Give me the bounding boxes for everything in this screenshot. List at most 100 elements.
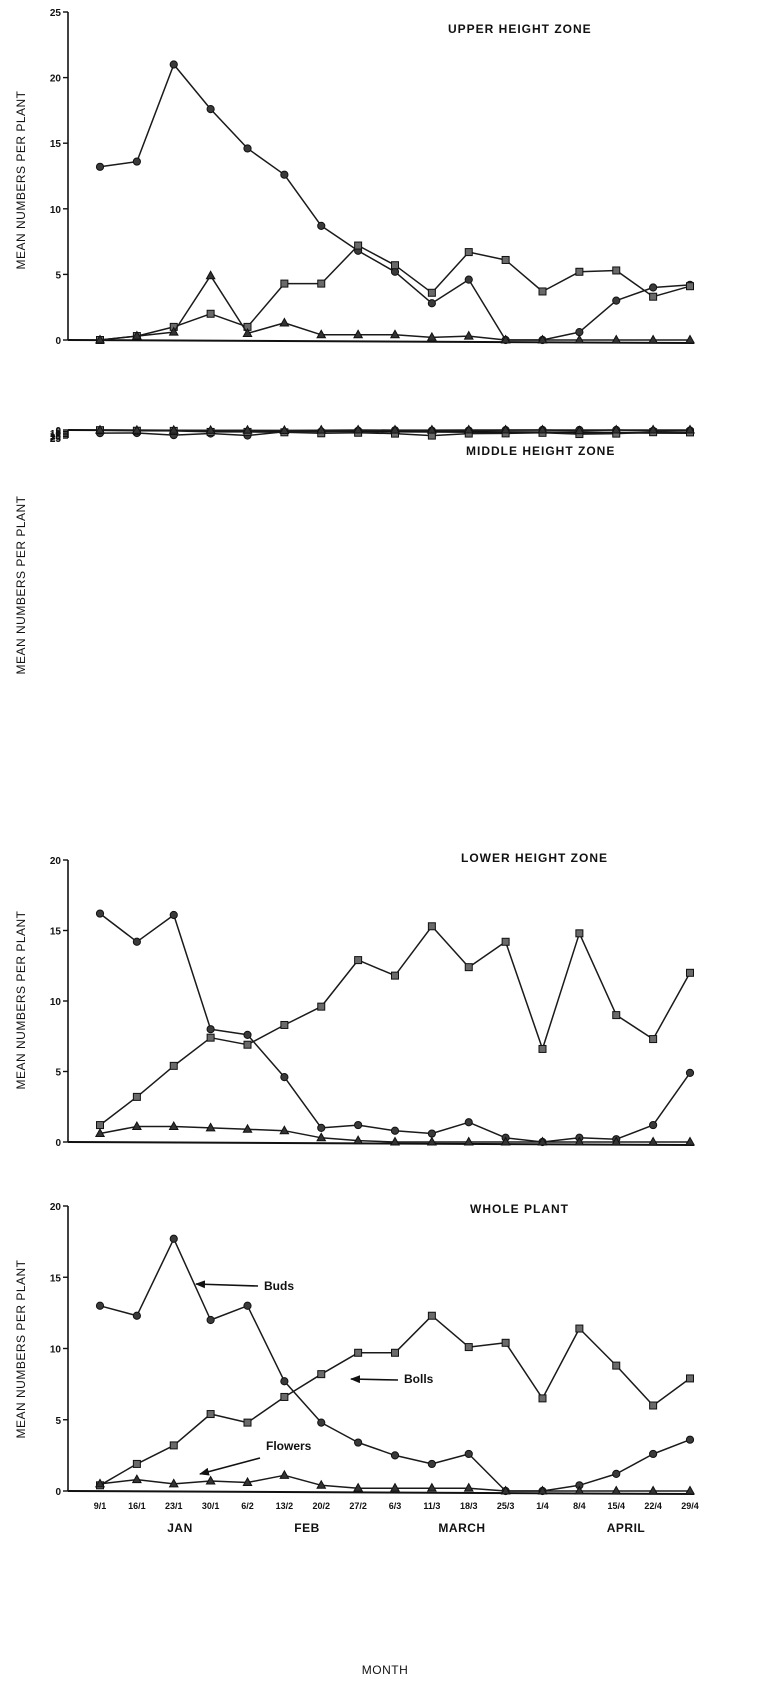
- data-point-bolls: [612, 1011, 621, 1020]
- data-point-buds: [95, 162, 105, 171]
- data-point-bolls: [391, 971, 399, 980]
- x-tick-label: 16/1: [128, 1501, 146, 1511]
- data-point-bolls: [464, 963, 473, 972]
- data-point-flowers: [463, 330, 474, 340]
- x-tick-label: 29/4: [681, 1501, 699, 1511]
- data-point-flowers: [353, 424, 364, 434]
- data-point-bolls: [169, 1441, 178, 1450]
- data-point-flowers: [205, 1122, 216, 1132]
- data-point-buds: [243, 1030, 252, 1039]
- data-point-bolls: [317, 279, 326, 288]
- x-tick-label: 1/4: [536, 1501, 549, 1511]
- data-point-flowers: [168, 1478, 179, 1488]
- data-point-flowers: [611, 334, 622, 344]
- annotation-label-bolls: Bolls: [404, 1372, 434, 1386]
- data-point-buds: [427, 1459, 436, 1469]
- data-point-flowers: [648, 1136, 659, 1146]
- data-point-buds: [685, 1068, 695, 1078]
- x-tick-label: 6/2: [241, 1501, 254, 1511]
- y-axis-label: MEAN NUMBERS PER PLANT: [14, 495, 28, 674]
- x-tick-label: 23/1: [165, 1501, 183, 1511]
- series-line-bolls: [99, 244, 691, 341]
- data-point-buds: [649, 283, 658, 292]
- data-point-flowers: [242, 424, 253, 434]
- data-point-buds: [169, 1234, 178, 1243]
- data-point-flowers: [353, 1482, 364, 1492]
- data-point-buds: [169, 910, 178, 920]
- y-tick-label: 5: [55, 1068, 61, 1079]
- data-point-flowers: [353, 329, 364, 339]
- data-point-bolls: [686, 282, 694, 291]
- data-point-flowers: [537, 334, 548, 344]
- data-point-bolls: [280, 1020, 289, 1029]
- series-line-bolls: [99, 1314, 691, 1486]
- data-point-bolls: [317, 1002, 326, 1011]
- data-point-flowers: [279, 1469, 290, 1479]
- x-tick-label: 6/3: [389, 1501, 402, 1511]
- y-tick-label: 5: [55, 428, 61, 439]
- data-point-flowers: [242, 1123, 253, 1133]
- x-tick-label: 15/4: [607, 1501, 625, 1511]
- data-point-buds: [132, 157, 141, 166]
- data-point-bolls: [649, 292, 658, 301]
- data-point-bolls: [501, 255, 510, 264]
- data-point-flowers: [684, 1136, 696, 1146]
- data-point-buds: [169, 60, 178, 69]
- x-tick-label: 30/1: [202, 1501, 220, 1511]
- data-point-buds: [317, 1123, 326, 1133]
- data-point-flowers: [684, 424, 696, 434]
- y-tick-label: 20: [50, 432, 62, 443]
- data-point-flowers: [131, 1120, 142, 1130]
- data-point-buds: [612, 1469, 621, 1479]
- chart-title: LOWER HEIGHT ZONE: [461, 851, 608, 865]
- y-tick-label: 25: [50, 434, 62, 445]
- data-point-buds: [464, 275, 473, 284]
- data-point-flowers: [316, 424, 327, 434]
- data-point-bolls: [169, 1061, 178, 1070]
- data-point-flowers: [242, 327, 253, 337]
- data-point-flowers: [279, 1125, 290, 1135]
- data-point-bolls: [391, 261, 399, 270]
- x-tick-label: 25/3: [497, 1501, 515, 1511]
- data-point-flowers: [500, 1485, 511, 1495]
- data-point-flowers: [94, 424, 106, 434]
- data-point-buds: [206, 1315, 215, 1325]
- data-point-bolls: [317, 1370, 326, 1379]
- y-axis-label: MEAN NUMBERS PER PLANT: [14, 910, 28, 1089]
- data-point-buds: [427, 299, 436, 308]
- y-tick-label: 0: [55, 1487, 61, 1498]
- data-point-flowers: [389, 1136, 401, 1146]
- data-point-flowers: [131, 1474, 142, 1484]
- data-point-buds: [649, 1449, 658, 1459]
- data-point-flowers: [500, 1136, 511, 1146]
- data-point-bolls: [686, 968, 694, 977]
- data-point-flowers: [500, 334, 511, 344]
- data-point-buds: [206, 1025, 215, 1034]
- annotation-label-flowers: Flowers: [266, 1439, 312, 1453]
- data-point-flowers: [316, 1479, 327, 1489]
- data-point-bolls: [649, 1035, 658, 1044]
- y-tick-label: 15: [50, 431, 62, 442]
- data-point-bolls: [427, 288, 436, 297]
- data-point-flowers: [131, 330, 142, 340]
- data-point-bolls: [132, 1459, 141, 1468]
- series-line-bolls: [99, 925, 691, 1126]
- data-point-bolls: [391, 1348, 399, 1357]
- data-point-buds: [612, 296, 621, 305]
- data-point-bolls: [686, 1374, 694, 1383]
- data-point-flowers: [648, 1485, 659, 1495]
- chart-title: UPPER HEIGHT ZONE: [448, 22, 592, 36]
- y-tick-label: 5: [55, 1416, 61, 1427]
- data-point-bolls: [575, 267, 584, 276]
- data-point-buds: [390, 267, 400, 276]
- y-tick-label: 5: [55, 270, 61, 281]
- data-point-flowers: [611, 1136, 622, 1146]
- x-tick-label: 18/3: [460, 1501, 478, 1511]
- data-point-flowers: [242, 1476, 253, 1486]
- month-label: JAN: [167, 1521, 193, 1535]
- data-point-bolls: [354, 241, 363, 250]
- data-point-bolls: [354, 1348, 363, 1357]
- data-point-buds: [390, 1126, 400, 1135]
